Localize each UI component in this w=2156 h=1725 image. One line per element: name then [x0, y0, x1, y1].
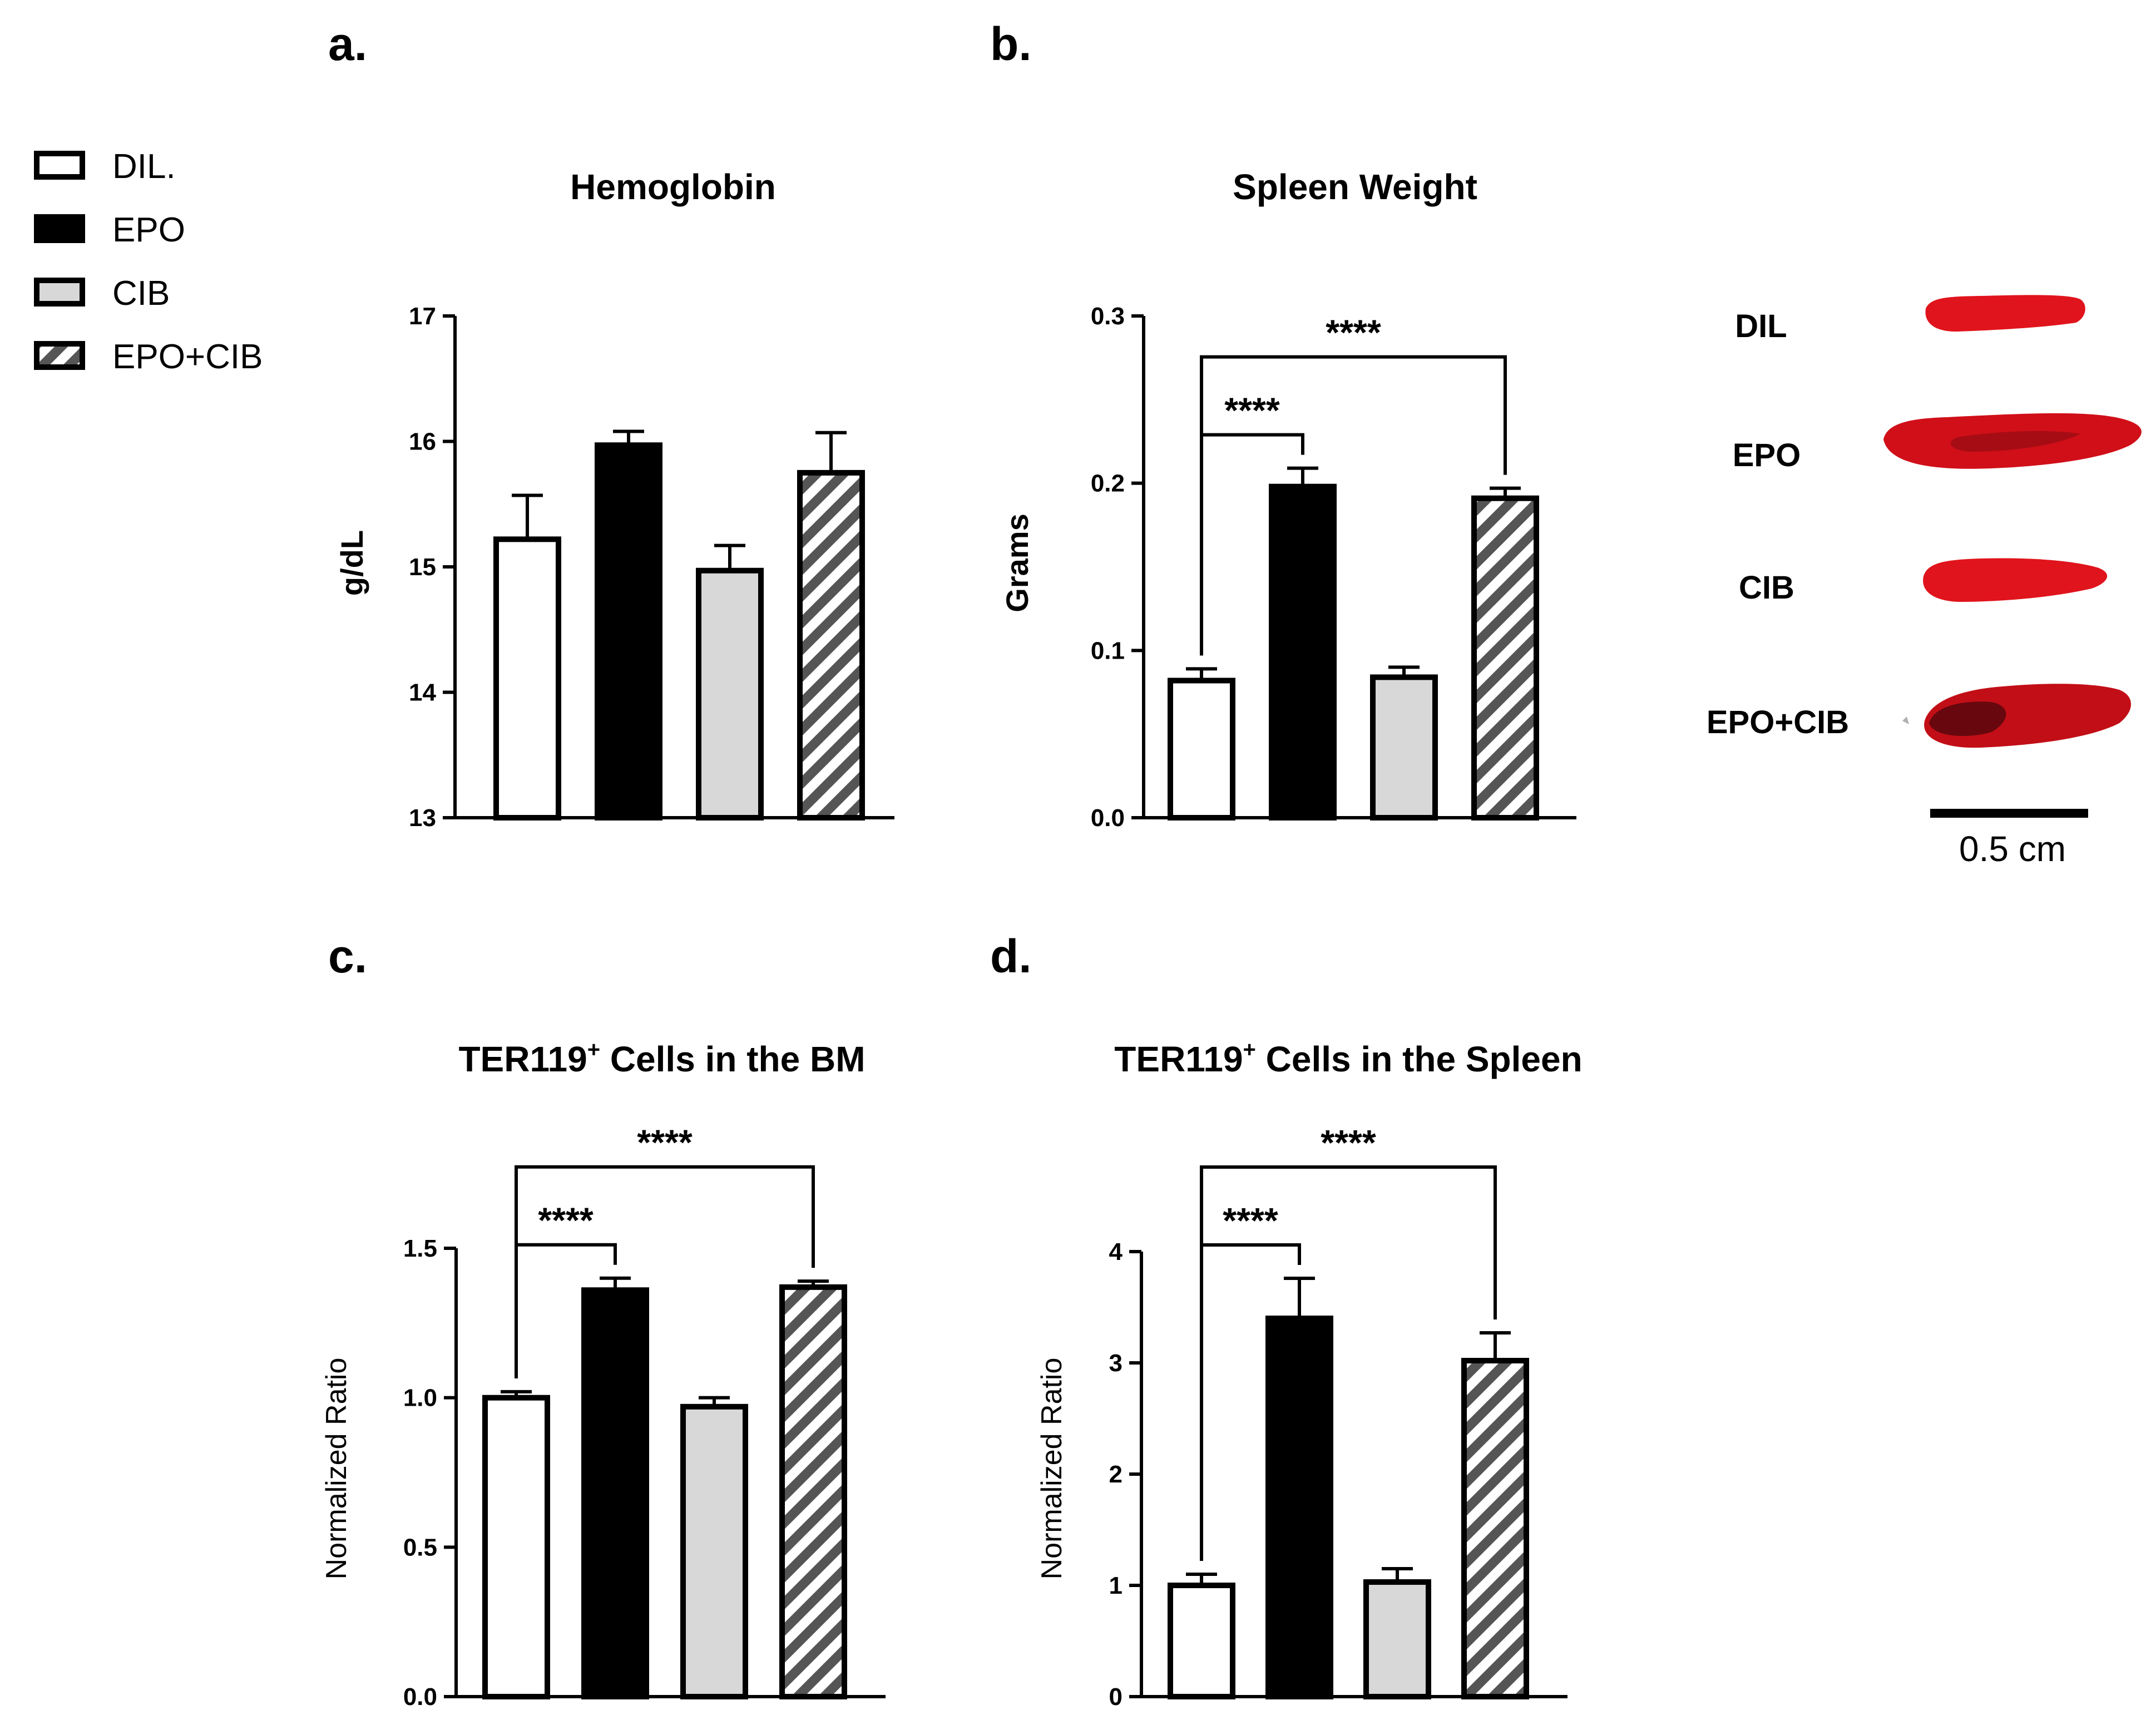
bar-gray	[1363, 1579, 1431, 1699]
y-tick-label: 0.3	[1091, 303, 1125, 330]
bar-gray	[680, 1403, 748, 1699]
panel-b: b. Spleen Weight Grams 0.0 0.1 0.2 0.3 **** *…	[990, 18, 1576, 832]
y-tick-label: 0.0	[1091, 804, 1125, 832]
y-axis-label-d: Normalized Ratio	[1036, 1358, 1068, 1580]
spleen-image-epo-cib-mark	[1902, 716, 1909, 724]
y-tick-label: 15	[409, 553, 436, 581]
y-tick-label: 16	[409, 428, 436, 456]
y-tick-label: 0.5	[403, 1534, 437, 1561]
bar-white	[482, 1395, 550, 1700]
legend-label: CIB	[112, 274, 170, 313]
spleen-image-epo-cib-shade	[1929, 701, 2006, 737]
significance-bracket	[1200, 1165, 1497, 1561]
y-tick-label: 17	[409, 303, 436, 330]
spleen-image-dil	[1925, 295, 2085, 332]
photo-label-cib: CIB	[1739, 570, 1794, 606]
panel-a: a. Hemoglobin g/dL 13 14 15 16 17	[328, 18, 894, 832]
legend-label: DIL.	[112, 147, 176, 186]
y-axis-label-c: Normalized Ratio	[320, 1358, 353, 1580]
significance-label: ****	[1326, 313, 1381, 353]
y-tick-label: 0.0	[403, 1683, 437, 1711]
significance-label: ****	[1224, 391, 1280, 431]
bar-black	[1265, 1316, 1333, 1699]
bar-black	[1269, 483, 1337, 821]
bar-white	[1168, 678, 1235, 821]
y-tick-label: 4	[1109, 1238, 1123, 1266]
panel-c: c. TER119+ Cells in the BM Normalized Ra…	[320, 930, 886, 1711]
significance-label: ****	[637, 1123, 693, 1163]
significance-bracket	[515, 1165, 815, 1378]
bar-white	[493, 536, 561, 821]
panel-label-c: c.	[328, 930, 367, 982]
chart-title-c-rest: Cells in the BM	[600, 1039, 866, 1079]
y-tick-label: 0	[1109, 1683, 1122, 1711]
chart-title-d-main: TER119	[1114, 1039, 1243, 1079]
panel-label-d: d.	[990, 930, 1032, 982]
bar-black	[581, 1287, 649, 1699]
bar-gray	[696, 567, 764, 821]
legend: DIL. EPO CIB EPO+CIB	[34, 147, 263, 376]
chart-title-d-sup: +	[1243, 1037, 1256, 1062]
chart-title-b: Spleen Weight	[1233, 167, 1477, 207]
chart-title-a: Hemoglobin	[570, 167, 776, 207]
legend-swatch-hatch	[34, 341, 85, 370]
y-tick-label: 14	[409, 679, 436, 706]
bar-gray	[1370, 674, 1438, 821]
legend-swatch-black	[34, 214, 85, 243]
chart-title-d-rest: Cells in the Spleen	[1256, 1039, 1583, 1079]
panel-d: d. TER119+ Cells in the Spleen Normalize…	[990, 930, 1583, 1711]
chart-title-d: TER119+ Cells in the Spleen	[1114, 1037, 1582, 1079]
bar-white	[1168, 1583, 1235, 1699]
photo-label-epo: EPO	[1733, 437, 1801, 473]
bar-hatch	[1461, 1358, 1529, 1699]
y-axis-label-a: g/dL	[334, 530, 369, 596]
significance-label: ****	[538, 1200, 594, 1240]
y-tick-label: 1.0	[403, 1385, 437, 1412]
legend-swatch-gray	[34, 278, 85, 307]
bar-black	[595, 442, 662, 821]
bar-hatch	[797, 469, 865, 821]
y-axis-label-b: Grams	[1000, 513, 1035, 612]
y-tick-label: 0.1	[1091, 637, 1125, 664]
chart-title-c-main: TER119	[458, 1039, 587, 1079]
photo-label-epo-cib: EPO+CIB	[1707, 704, 1849, 740]
significance-bracket	[1200, 355, 1507, 656]
chart-title-c: TER119+ Cells in the BM	[458, 1037, 865, 1079]
panel-label-a: a.	[328, 18, 367, 70]
legend-swatch-white	[34, 151, 85, 180]
significance-label: ****	[1321, 1123, 1376, 1163]
bar-hatch	[1471, 495, 1539, 821]
panel-label-b: b.	[990, 18, 1032, 70]
legend-label: EPO+CIB	[112, 338, 263, 376]
y-tick-label: 3	[1109, 1350, 1122, 1377]
y-tick-label: 0.2	[1091, 470, 1125, 497]
y-tick-label: 1.5	[403, 1235, 437, 1262]
bar-hatch	[779, 1284, 847, 1699]
photo-label-dil: DIL	[1735, 308, 1787, 344]
spleen-photos: DIL EPO CIB EPO+CIB 0.5 cm	[1707, 295, 2142, 869]
chart-title-c-sup: +	[587, 1037, 600, 1062]
y-tick-label: 1	[1109, 1572, 1122, 1599]
scale-bar-label: 0.5 cm	[1959, 829, 2066, 869]
y-tick-label: 2	[1109, 1461, 1122, 1488]
legend-label: EPO	[112, 211, 185, 249]
spleen-image-cib	[1923, 558, 2108, 602]
significance-label: ****	[1223, 1200, 1278, 1240]
spleen-image-epo-shade	[1950, 431, 2080, 452]
y-tick-label: 13	[409, 804, 436, 832]
